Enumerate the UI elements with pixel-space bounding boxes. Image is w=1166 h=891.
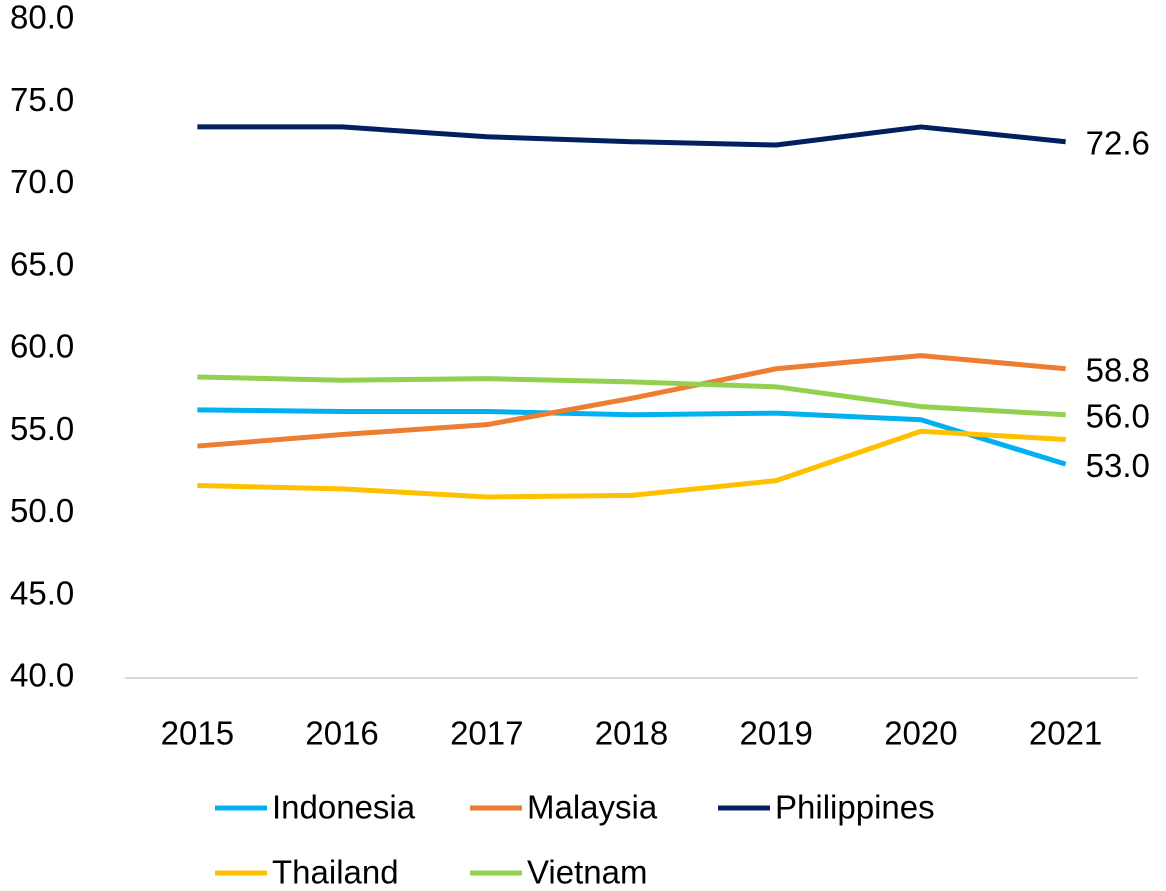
y-tick-label: 50.0 [10,492,74,529]
data-label: 53.0 [1086,447,1150,484]
line-series [197,428,1066,500]
y-tick-label: 60.0 [10,328,74,365]
x-tick-label: 2019 [740,715,813,752]
y-tick-label: 80.0 [10,0,74,36]
line-series [197,353,1066,449]
data-label: 58.8 [1086,351,1150,388]
data-label: 56.0 [1086,398,1150,435]
x-tick-label: 2021 [1029,715,1102,752]
y-tick-label: 40.0 [10,657,74,694]
x-tick-label: 2016 [305,715,378,752]
x-tick-label: 2018 [595,715,668,752]
line-series [197,124,1066,148]
data-label: 72.6 [1086,124,1150,161]
y-tick-label: 70.0 [10,163,74,200]
legend-label: Vietnam [527,854,647,891]
y-tick-label: 55.0 [10,410,74,447]
y-tick-label: 75.0 [10,81,74,118]
x-tick-label: 2015 [161,715,234,752]
line-series [197,407,1067,467]
legend-label: Indonesia [272,789,416,826]
y-tick-label: 45.0 [10,574,74,611]
legend-label: Thailand [272,854,399,891]
line-series [197,374,1066,418]
legend-label: Malaysia [527,789,658,826]
legend-label: Philippines [775,789,935,826]
x-tick-label: 2017 [450,715,523,752]
y-tick-label: 65.0 [10,245,74,282]
x-tick-label: 2020 [884,715,957,752]
